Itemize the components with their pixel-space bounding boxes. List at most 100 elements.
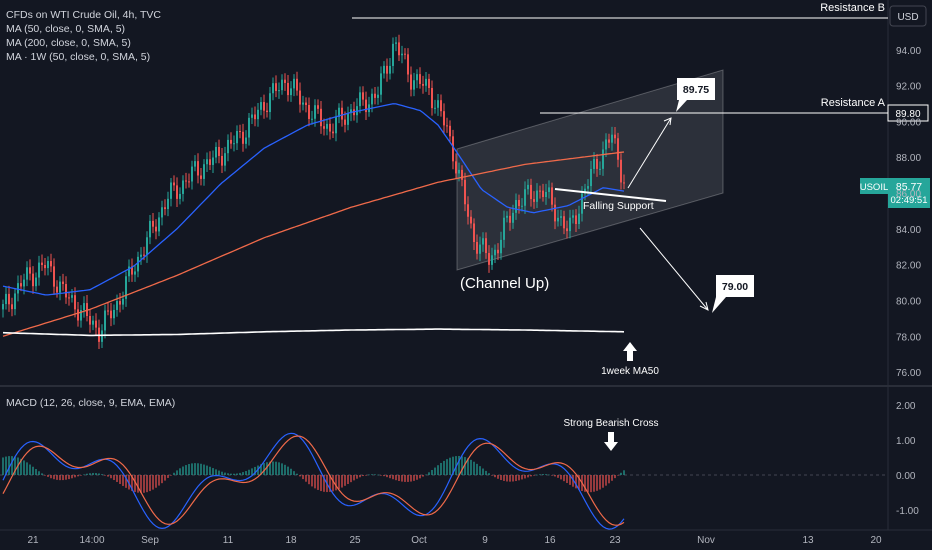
candle-body (554, 204, 556, 222)
candle-body (482, 238, 484, 245)
candle-body (332, 131, 334, 134)
candle-body (584, 188, 586, 194)
macd-histogram-bar (359, 475, 361, 478)
candle-body (107, 310, 109, 312)
candle-body (344, 119, 346, 125)
macd-histogram-bar (521, 475, 523, 480)
macd-histogram-bar (479, 466, 481, 475)
candle-body (17, 283, 19, 294)
candle-body (386, 65, 388, 74)
candle-body (455, 161, 457, 174)
candles (2, 34, 625, 349)
candle-body (563, 216, 565, 229)
candle-body (140, 254, 142, 257)
candle-body (566, 228, 568, 232)
time-tick-label: 20 (870, 535, 882, 546)
candle-body (377, 94, 379, 98)
legend-ma200[interactable]: MA (200, close, 0, SMA, 5) (6, 37, 131, 49)
time-tick-label: 18 (285, 535, 297, 546)
macd-histogram-bar (545, 474, 547, 475)
candle-body (449, 125, 451, 137)
macd-histogram-bar (146, 475, 148, 493)
candle-body (302, 102, 304, 105)
candle-body (269, 93, 271, 113)
macd-histogram-bar (323, 475, 325, 492)
price-tick-label: 92.00 (896, 82, 921, 93)
up-arrow-line (627, 117, 672, 189)
macd-tick-label: -1.00 (896, 506, 919, 517)
target-down-label: 79.00 (722, 281, 748, 293)
candle-body (479, 244, 481, 254)
time-tick-label: Oct (411, 535, 427, 546)
macd-histogram-bar (566, 475, 568, 484)
macd-histogram-bar (542, 474, 544, 475)
candle-body (125, 276, 127, 299)
candle-body (44, 265, 46, 269)
candle-body (47, 261, 49, 269)
price-tick-label: 86.00 (896, 189, 921, 200)
resistance-b-label: Resistance B (820, 2, 885, 14)
candle-body (434, 107, 436, 109)
candle-body (293, 78, 295, 89)
macd-histogram-bar (152, 475, 154, 490)
macd-histogram-bar (578, 475, 580, 490)
candle-body (149, 220, 151, 238)
macd-histogram-bar (476, 463, 478, 475)
candle-body (422, 83, 424, 86)
macd-histogram-bar (548, 474, 550, 476)
macd-histogram-bar (263, 463, 265, 475)
candle-body (509, 215, 511, 223)
candle-body (203, 164, 205, 179)
legend-ma50[interactable]: MA (50, close, 0, SMA, 5) (6, 23, 126, 35)
macd-histogram-bar (101, 474, 103, 475)
legend-ma1w[interactable]: MA · 1W (50, close, 0, SMA, 5) (6, 51, 151, 63)
macd-histogram-bar (98, 473, 100, 475)
macd-histogram-bar (284, 464, 286, 475)
macd-histogram-bar (572, 475, 574, 487)
candle-body (491, 255, 493, 265)
candle-body (557, 217, 559, 222)
macd-histogram-bar (68, 475, 70, 480)
candle-body (395, 42, 397, 44)
chart-title[interactable]: CFDs on WTI Crude Oil, 4h, TVC (6, 9, 162, 21)
macd-histogram-bar (107, 475, 109, 477)
candle-body (257, 109, 259, 120)
candle-body (272, 83, 274, 94)
macd-histogram-bar (140, 475, 142, 493)
macd-histogram-bar (512, 475, 514, 482)
candle-body (362, 92, 364, 100)
candle-body (473, 223, 475, 242)
channel-up-label: (Channel Up) (460, 275, 549, 292)
macd-histogram-bar (296, 473, 298, 475)
macd-histogram-bar (416, 475, 418, 480)
candle-body (416, 74, 418, 81)
macd-histogram-bar (368, 474, 370, 476)
candle-body (212, 157, 214, 165)
macd-histogram-bar (428, 472, 430, 475)
currency-box (889, 5, 927, 27)
candle-body (275, 83, 277, 91)
bearish-cross-arrow (604, 432, 618, 451)
macd-histogram-bar (506, 475, 508, 482)
macd-histogram-bar (590, 475, 592, 493)
chart-legend: CFDs on WTI Crude Oil, 4h, TVC MA (50, c… (6, 8, 161, 64)
candle-body (530, 184, 532, 200)
macd-histogram-bar (185, 465, 187, 475)
candle-body (437, 100, 439, 108)
macd-legend[interactable]: MACD (12, 26, close, 9, EMA, EMA) (6, 397, 176, 409)
candle-body (197, 161, 199, 176)
macd-histogram-bar (266, 462, 268, 475)
candle-body (164, 207, 166, 210)
target-down-callout (712, 275, 754, 313)
macd-histogram-bar (431, 469, 433, 475)
macd-histogram-bar (62, 475, 64, 481)
candle-body (254, 114, 256, 120)
macd-histogram-bar (11, 456, 13, 475)
macd-histogram-bar (371, 474, 373, 475)
macd-histogram-bar (161, 475, 163, 484)
candle-body (374, 93, 376, 98)
time-tick-label: 21 (27, 535, 39, 546)
macd-histogram-bar (131, 475, 133, 491)
candle-body (56, 286, 58, 293)
